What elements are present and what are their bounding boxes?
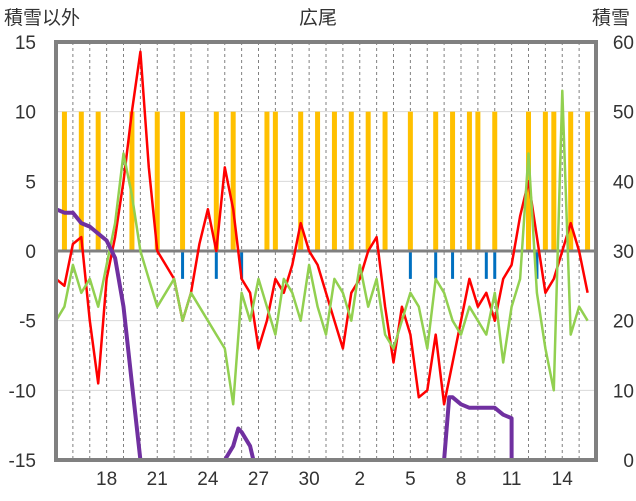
label-layer: 積雪以外 広尾 積雪 151050-5-10-15605040302010018… — [4, 7, 634, 490]
series-line-1 — [54, 89, 589, 406]
series-line-2 — [55, 207, 588, 462]
precip-bar — [475, 111, 481, 252]
precip-bar — [95, 111, 101, 252]
precip-bar — [450, 111, 456, 252]
x-tick-label: 11 — [502, 469, 522, 490]
y-right-tick-label: 30 — [613, 242, 634, 263]
precip-bar — [272, 111, 278, 252]
small-blue-bar — [408, 251, 412, 279]
y-left-tick-label: -10 — [9, 381, 36, 402]
precip-bar — [492, 111, 498, 252]
y-left-tick-label: 10 — [15, 103, 36, 124]
x-tick-label: 18 — [96, 469, 117, 490]
x-tick-label: 14 — [552, 469, 574, 490]
y-left-tick-label: -15 — [9, 451, 36, 472]
precip-bar — [542, 111, 548, 252]
y-right-tick-label: 50 — [613, 103, 634, 124]
frame-layer — [54, 40, 598, 462]
precip-bar — [154, 111, 160, 252]
precip-bar — [315, 111, 321, 252]
y-right-tick-label: 10 — [613, 381, 634, 402]
x-tick-label: 21 — [147, 469, 168, 490]
precip-bar — [78, 111, 84, 252]
precip-bar — [61, 111, 67, 252]
left-axis-title: 積雪以外 — [4, 7, 80, 29]
chart-title: 広尾 — [299, 7, 337, 29]
small-blue-bar — [434, 251, 438, 279]
precip-bar — [180, 111, 186, 252]
y-left-tick-label: 15 — [15, 33, 36, 54]
precip-bar — [129, 111, 135, 252]
y-right-tick-label: 20 — [613, 312, 634, 333]
x-tick-label: 2 — [354, 469, 365, 490]
precip-bar — [298, 111, 304, 252]
plot-frame — [54, 40, 598, 462]
lines-layer — [54, 50, 596, 462]
precip-bar — [264, 111, 270, 252]
bars-layer — [61, 111, 591, 279]
small-blue-bar — [240, 251, 244, 279]
y-right-tick-label: 60 — [613, 33, 634, 54]
precip-bar — [213, 111, 219, 252]
small-blue-bar — [535, 251, 539, 279]
small-blue-bar — [214, 251, 218, 279]
y-left-tick-label: 0 — [25, 242, 36, 263]
small-blue-bar — [493, 251, 497, 279]
x-tick-label: 8 — [456, 469, 467, 490]
precip-bar — [230, 111, 236, 252]
small-blue-bar — [181, 251, 185, 279]
precip-bar — [331, 111, 337, 252]
precip-bar — [433, 111, 439, 252]
y-left-tick-label: -5 — [19, 312, 36, 333]
series-line-0 — [55, 50, 589, 406]
precip-bar — [585, 111, 591, 252]
precip-bar — [568, 111, 574, 252]
x-tick-label: 30 — [299, 469, 320, 490]
small-blue-bar — [451, 251, 455, 279]
precip-bar — [348, 111, 354, 252]
y-right-tick-label: 0 — [623, 451, 634, 472]
precip-bar — [551, 111, 557, 252]
x-tick-label: 27 — [248, 469, 269, 490]
x-tick-label: 24 — [197, 469, 219, 490]
right-axis-title: 積雪 — [592, 7, 630, 29]
y-left-tick-label: 5 — [25, 172, 36, 193]
x-tick-label: 5 — [405, 469, 416, 490]
precip-bar — [466, 111, 472, 252]
y-right-tick-label: 40 — [613, 172, 634, 193]
small-blue-bar — [484, 251, 488, 279]
precip-bar — [365, 111, 371, 252]
precip-bar — [382, 111, 388, 252]
precip-bar — [407, 111, 413, 252]
